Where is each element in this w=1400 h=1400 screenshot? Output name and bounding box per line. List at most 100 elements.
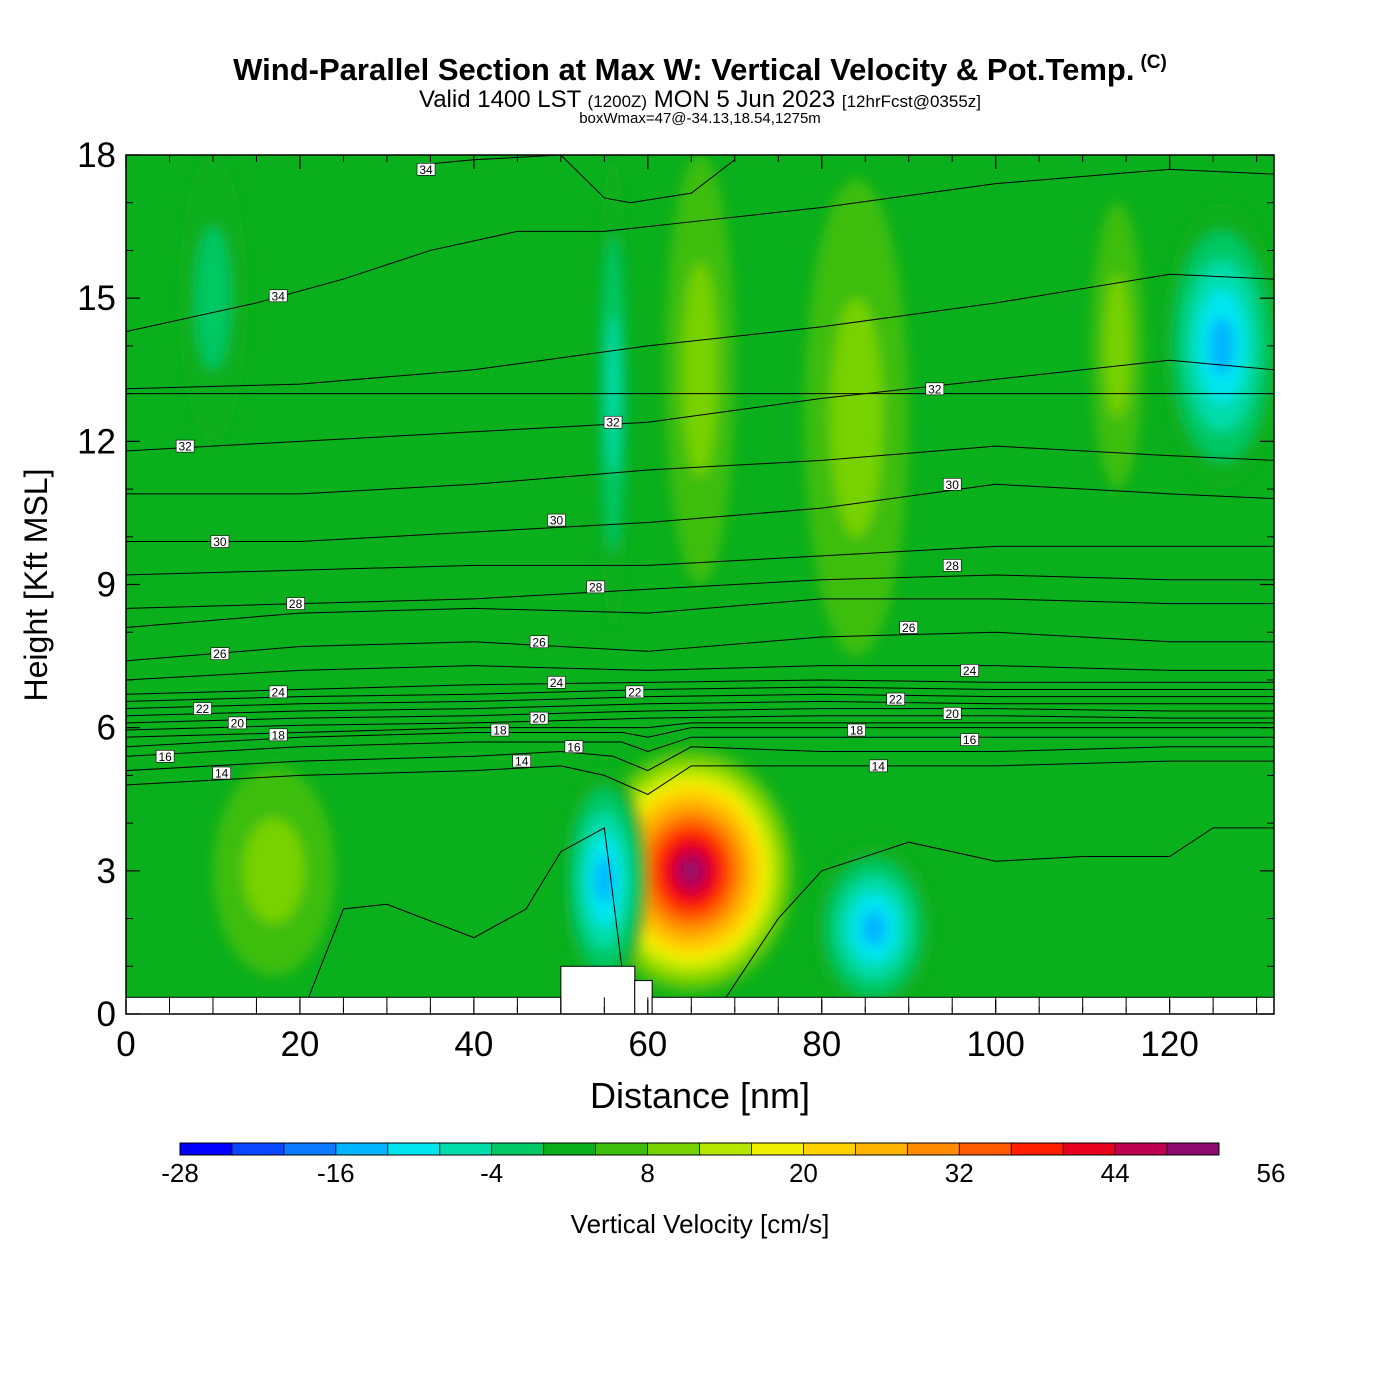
colorbar-swatch-12 bbox=[803, 1143, 856, 1155]
contour-label-18: 22 bbox=[625, 685, 645, 699]
contour-label-0: 34 bbox=[416, 163, 436, 177]
w-level-5-1 bbox=[682, 262, 718, 478]
contour-label-4: 32 bbox=[925, 382, 945, 396]
colorbar-swatch-6 bbox=[491, 1143, 545, 1155]
contour-label-text: 24 bbox=[550, 676, 564, 690]
y-tick-label: 0 bbox=[97, 995, 116, 1034]
colorbar-swatch-14 bbox=[907, 1143, 960, 1155]
w-feature-3 bbox=[1160, 202, 1274, 490]
contour-label-7: 30 bbox=[942, 478, 962, 492]
x-tick-label: 20 bbox=[280, 1025, 319, 1064]
contour-label-9: 28 bbox=[586, 580, 605, 594]
contour-label-8: 28 bbox=[286, 597, 305, 611]
contour-label-25: 18 bbox=[847, 724, 866, 738]
contour-label-13: 26 bbox=[899, 621, 919, 635]
terrain-block-2 bbox=[634, 980, 653, 1014]
theta-contour-14 bbox=[126, 574, 1274, 609]
contour-label-text: 30 bbox=[946, 478, 960, 492]
theta-contour-18 bbox=[126, 359, 1274, 452]
contour-label-text: 28 bbox=[289, 597, 303, 611]
x-axis-label: Distance [nm] bbox=[590, 1075, 810, 1116]
theta-contour-19 bbox=[126, 273, 1274, 390]
w-feature-1 bbox=[560, 765, 648, 995]
contour-label-text: 30 bbox=[550, 514, 564, 528]
contour-label-2: 32 bbox=[175, 440, 195, 454]
x-tick-label: 120 bbox=[1140, 1025, 1198, 1064]
contour-label-text: 20 bbox=[946, 707, 960, 721]
contour-label-15: 24 bbox=[547, 676, 566, 690]
theta-contour-5 bbox=[126, 715, 1274, 731]
contour-label-11: 26 bbox=[210, 647, 230, 661]
contour-label-27: 16 bbox=[564, 740, 584, 754]
x-tick-label: 40 bbox=[454, 1025, 493, 1064]
theta-contour-8 bbox=[126, 693, 1274, 710]
contour-label-text: 28 bbox=[946, 559, 960, 573]
theta-contour-6 bbox=[126, 708, 1274, 724]
colorbar-swatch-7 bbox=[543, 1143, 597, 1155]
valid-time-utc: (1200Z) bbox=[587, 92, 648, 111]
contour-labels: 34 34 32 32 32 30 30 30 28 28 28 26 26 26 24 24 24 22 22 22… bbox=[155, 163, 979, 781]
contour-label-24: 18 bbox=[490, 724, 510, 738]
colorbar-swatch-2 bbox=[283, 1143, 337, 1155]
contour-label-29: 14 bbox=[212, 767, 231, 781]
x-tick-label: 0 bbox=[116, 1025, 135, 1064]
contour-label-20: 20 bbox=[228, 716, 247, 730]
colorbar-swatch-19 bbox=[1167, 1143, 1220, 1155]
contour-label-21: 20 bbox=[529, 712, 549, 726]
contour-label-3: 32 bbox=[603, 416, 623, 430]
w-feature-6 bbox=[804, 178, 909, 657]
w-feature-7 bbox=[212, 765, 335, 976]
y-tick-label: 18 bbox=[77, 136, 116, 175]
theta-contour-11 bbox=[126, 665, 1274, 681]
chart-title: Wind-Parallel Section at Max W: Vertical… bbox=[0, 52, 1400, 88]
colorbar-swatch-13 bbox=[855, 1143, 908, 1155]
contour-label-text: 22 bbox=[628, 685, 642, 699]
y-tick-label: 15 bbox=[77, 279, 116, 318]
contour-label-text: 28 bbox=[589, 580, 603, 594]
theta-contour-7 bbox=[126, 700, 1274, 717]
contour-label-text: 22 bbox=[889, 693, 903, 707]
contour-label-5: 30 bbox=[210, 535, 230, 549]
terrain-block-1 bbox=[560, 965, 636, 1014]
contour-label-text: 14 bbox=[872, 759, 886, 773]
colorbar-tick-label: 56 bbox=[1256, 1158, 1285, 1188]
contour-label-text: 18 bbox=[850, 724, 864, 738]
colorbar-tick-label: 8 bbox=[640, 1158, 654, 1188]
w-level-1-4 bbox=[595, 857, 614, 904]
colorbar: -28 -16 -4 8 20 32 44 56 bbox=[161, 1142, 1285, 1188]
contour-label-text: 34 bbox=[419, 163, 433, 177]
y-axis-label: Height [Kft MSL] bbox=[18, 469, 54, 702]
colorbar-swatch-4 bbox=[387, 1143, 441, 1155]
contour-label-text: 26 bbox=[532, 635, 546, 649]
theta-contour-16 bbox=[126, 483, 1274, 543]
velocity-features bbox=[178, 155, 1274, 1014]
colorbar-swatch-1 bbox=[231, 1143, 285, 1155]
w-feature-9 bbox=[178, 155, 248, 442]
contour-label-text: 14 bbox=[215, 767, 229, 781]
y-tick-label: 9 bbox=[97, 566, 116, 605]
contour-label-text: 14 bbox=[515, 755, 529, 769]
theta-contour-12 bbox=[126, 631, 1274, 662]
contour-label-22: 20 bbox=[942, 707, 962, 721]
contour-label-text: 24 bbox=[272, 685, 286, 699]
contour-label-10: 28 bbox=[942, 559, 962, 573]
colorbar-swatch-0 bbox=[180, 1143, 233, 1155]
w-level-9-1 bbox=[195, 226, 231, 370]
contour-label-text: 32 bbox=[928, 382, 942, 396]
theta-contour-20 bbox=[126, 168, 1274, 333]
contour-label-text: 24 bbox=[963, 664, 977, 678]
colorbar-swatch-17 bbox=[1063, 1143, 1116, 1155]
colorbar-tick-label: -28 bbox=[161, 1158, 199, 1188]
x-tick-label: 100 bbox=[966, 1025, 1024, 1064]
contour-label-23: 18 bbox=[268, 728, 288, 742]
theta-contour-10 bbox=[126, 679, 1274, 695]
chart-subtitle: Valid 1400 LST (1200Z) MON 5 Jun 2023 [1… bbox=[0, 86, 1400, 114]
theta-contour-9 bbox=[126, 686, 1274, 702]
theta-contour-2 bbox=[126, 736, 1274, 757]
w-level-3-4 bbox=[1209, 317, 1234, 375]
theta-contour-13 bbox=[126, 598, 1274, 628]
contour-label-text: 26 bbox=[213, 647, 227, 661]
axes: 0 20 40 60 80 100 120 0 3 6 9 12 15 18 bbox=[77, 136, 1274, 1064]
theta-contours bbox=[126, 155, 1274, 998]
contour-label-26: 16 bbox=[155, 750, 175, 764]
